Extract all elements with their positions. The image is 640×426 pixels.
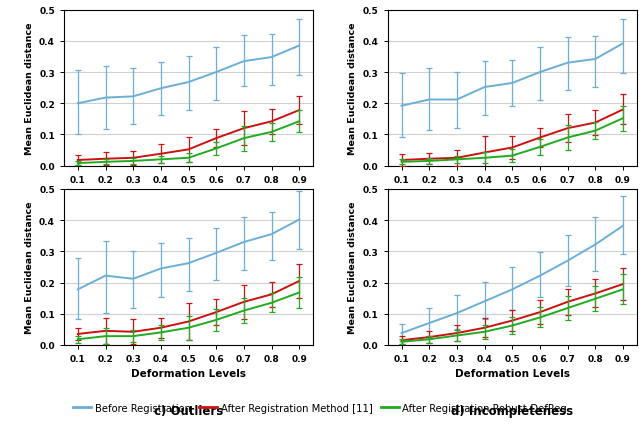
Y-axis label: Mean Euclidean distance: Mean Euclidean distance xyxy=(348,22,357,155)
Text: d) Incompleteness: d) Incompleteness xyxy=(451,404,573,417)
Text: a) Deformation levels: a) Deformation levels xyxy=(117,225,260,238)
X-axis label: Deformation Levels: Deformation Levels xyxy=(455,368,570,379)
X-axis label: Deformation Levels: Deformation Levels xyxy=(455,190,570,200)
Y-axis label: Mean Euclidean distance: Mean Euclidean distance xyxy=(348,201,357,334)
Text: c) Outliers: c) Outliers xyxy=(154,404,223,417)
Text: b) Noise: b) Noise xyxy=(485,225,540,238)
X-axis label: Deformation Levels: Deformation Levels xyxy=(131,368,246,379)
Legend: Before Registration, After Registration Method [11], After Registration Robust-D: Before Registration, After Registration … xyxy=(68,399,572,417)
Y-axis label: Mean Euclidean distance: Mean Euclidean distance xyxy=(24,201,33,334)
Y-axis label: Mean Euclidean distance: Mean Euclidean distance xyxy=(24,22,33,155)
X-axis label: Deformation Levels: Deformation Levels xyxy=(131,190,246,200)
